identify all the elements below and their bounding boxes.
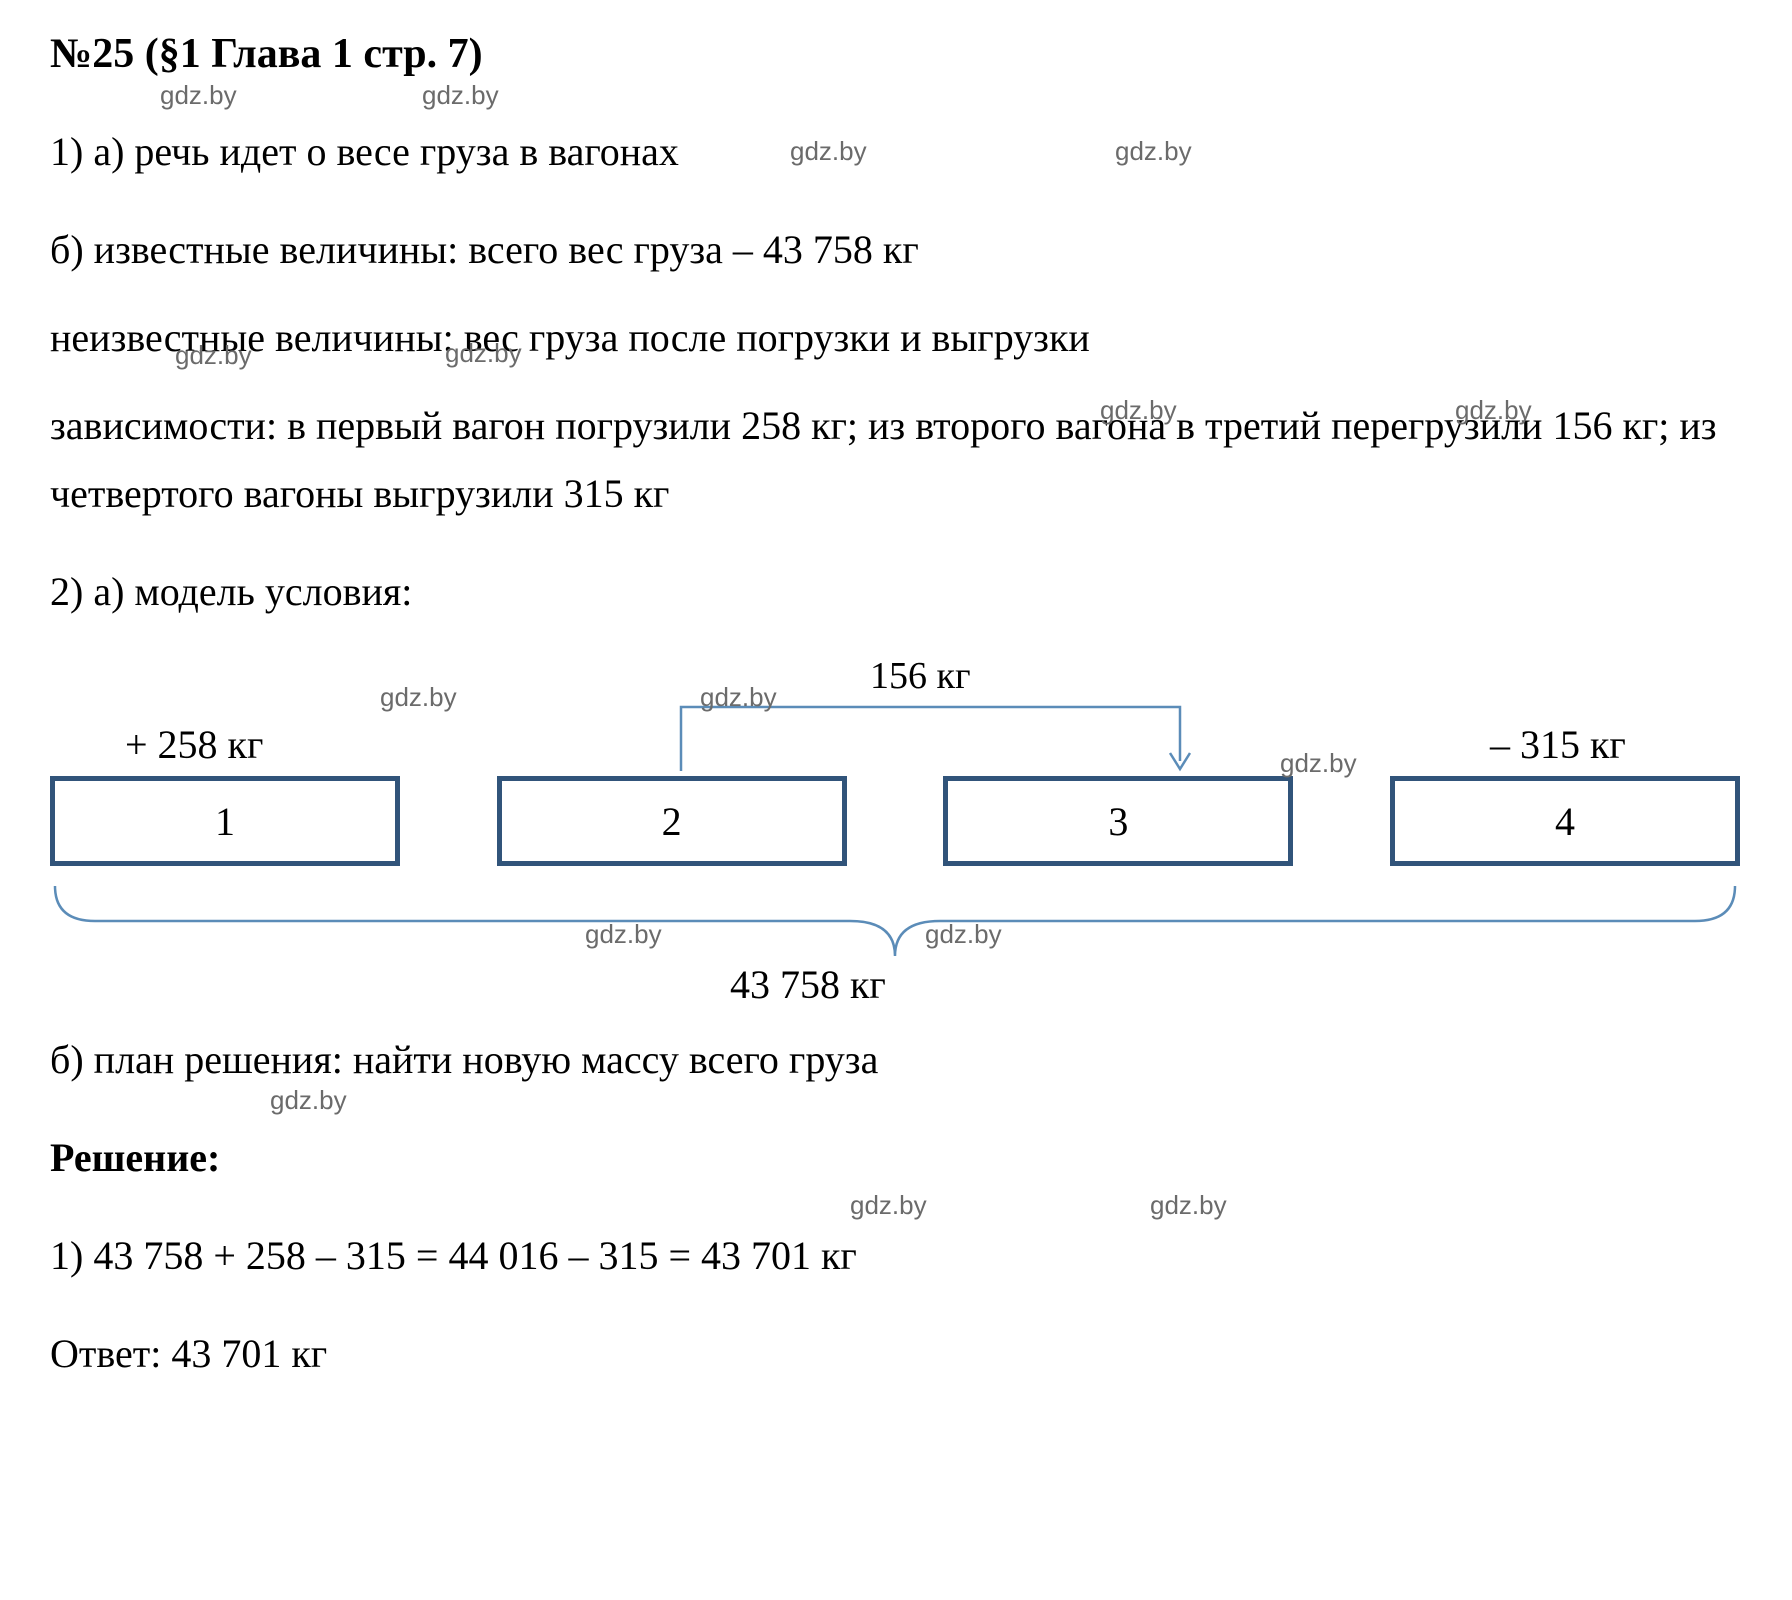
brace-icon xyxy=(50,881,1740,961)
watermark: gdz.by xyxy=(270,1085,347,1116)
watermark: gdz.by xyxy=(1150,1190,1227,1221)
line-2b: б) план решения: найти новую массу всего… xyxy=(50,1026,1742,1094)
wagon-3: 3 xyxy=(943,776,1293,866)
watermark: gdz.by xyxy=(790,136,867,167)
wagon4-label: – 315 кг xyxy=(1490,721,1626,768)
watermark: gdz.by xyxy=(850,1190,927,1221)
wagon-2: 2 xyxy=(497,776,847,866)
solution-heading: Решение: xyxy=(50,1124,1742,1192)
wagon-4-number: 4 xyxy=(1555,798,1575,845)
watermark: gdz.by xyxy=(1115,136,1192,167)
transfer-arrow-icon xyxy=(680,706,1182,771)
watermark: gdz.by xyxy=(925,919,1002,950)
answer-line: Ответ: 43 701 кг xyxy=(50,1320,1742,1388)
watermark: gdz.by xyxy=(585,919,662,950)
line-2a: 2) а) модель условия: xyxy=(50,558,1742,626)
watermark: gdz.by xyxy=(1280,748,1357,779)
line-unknown: неизвестные величины: вес груза после по… xyxy=(50,304,1742,372)
diagram-model: + 258 кг – 315 кг 156 кг 1 2 3 4 43 758 … xyxy=(50,646,1740,976)
solution-line: 1) 43 758 + 258 – 315 = 44 016 – 315 = 4… xyxy=(50,1222,1742,1290)
wagon-4: 4 xyxy=(1390,776,1740,866)
line-1a: 1) а) речь идет о весе груза в вагонах xyxy=(50,118,1742,186)
watermark: gdz.by xyxy=(1455,395,1532,426)
watermark: gdz.by xyxy=(445,338,522,369)
watermark: gdz.by xyxy=(160,80,237,111)
wagon-1: 1 xyxy=(50,776,400,866)
watermark: gdz.by xyxy=(422,80,499,111)
wagon-row: 1 2 3 4 xyxy=(50,776,1740,866)
page-title: №25 (§1 Глава 1 стр. 7) xyxy=(50,30,1742,78)
brace-label: 43 758 кг xyxy=(730,961,886,1008)
wagon1-label: + 258 кг xyxy=(125,721,263,768)
watermark: gdz.by xyxy=(1100,395,1177,426)
watermark: gdz.by xyxy=(175,340,252,371)
watermark: gdz.by xyxy=(700,682,777,713)
watermark: gdz.by xyxy=(380,682,457,713)
transfer-label: 156 кг xyxy=(870,654,971,698)
line-1b: б) известные величины: всего вес груза –… xyxy=(50,216,1742,284)
